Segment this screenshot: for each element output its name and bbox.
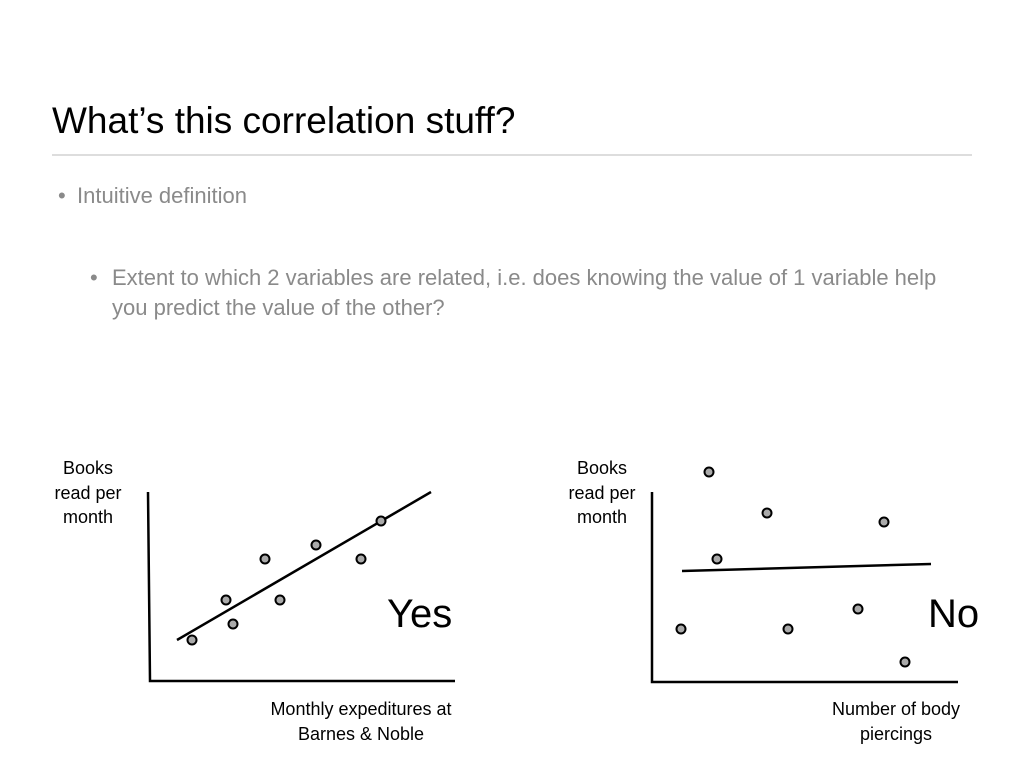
point <box>703 466 715 478</box>
verdict: No <box>928 592 980 636</box>
y-axis-label: Books read per month <box>568 458 636 527</box>
point <box>227 618 239 630</box>
point <box>375 515 387 527</box>
point <box>355 553 367 565</box>
point <box>852 603 864 615</box>
point <box>274 594 286 606</box>
axes <box>146 490 958 684</box>
sub-bullet: • Extent to which 2 variables are related… <box>90 263 940 323</box>
trend-line <box>176 490 432 642</box>
verdict: Yes <box>387 592 453 636</box>
point <box>310 539 322 551</box>
x-axis-label: Number of body piercings <box>776 697 1016 746</box>
sub-bullet-text: Extent to which 2 variables are related,… <box>112 265 937 320</box>
x-axis-label-text: Number of body piercings <box>831 699 961 744</box>
y-axis-label: Books read per month <box>54 458 122 527</box>
x-axis-label: Monthly expeditures at Barnes & Noble <box>270 699 452 744</box>
bullet-text: Intuitive definition <box>77 183 247 208</box>
point <box>761 507 773 519</box>
point <box>186 634 198 646</box>
axis-left <box>146 491 455 683</box>
slide-title: What’s this correlation stuff? <box>52 100 516 141</box>
point <box>711 553 723 565</box>
point <box>675 623 687 635</box>
point <box>899 656 911 668</box>
point <box>878 516 890 528</box>
points <box>186 466 911 668</box>
trend-line <box>681 562 932 573</box>
point <box>782 623 794 635</box>
point <box>220 594 232 606</box>
axis-right <box>650 492 958 684</box>
bullet: • Intuitive definition <box>58 183 247 208</box>
point <box>259 553 271 565</box>
